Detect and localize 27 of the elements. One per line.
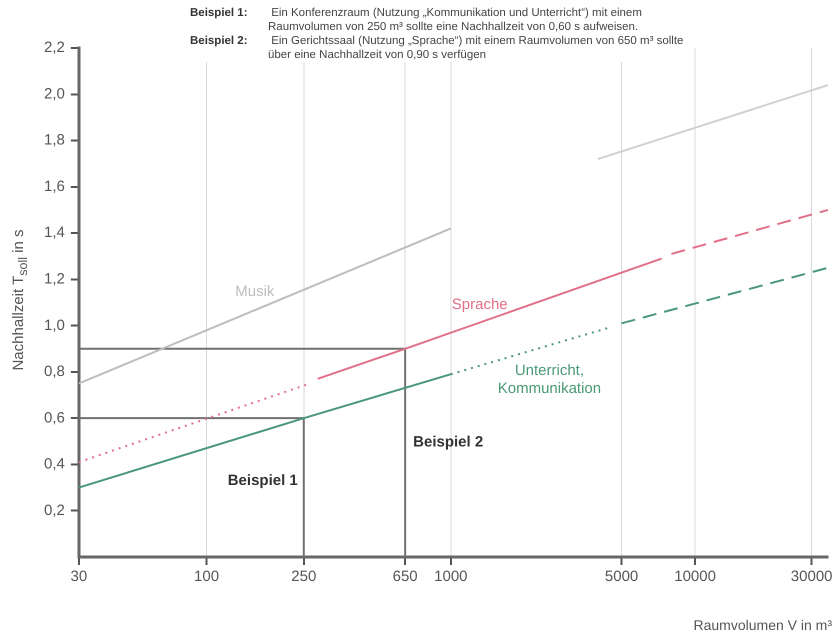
y-tick-label: 0,6 (44, 409, 65, 426)
y-tick-label: 1,4 (44, 224, 65, 242)
y-tick-label: 2,2 (44, 39, 65, 56)
y-tick-label: 0,4 (44, 456, 65, 473)
y-tick-label: 1,2 (44, 270, 65, 288)
text: Beispiel 1: Ein Konferenzraum (Nutzung „Kommunikation und Unterricht“) mit einem Raumvolumen von 250 m³ sollte eine Nachhallzeit von 0,60 s aufweisen. (190, 7, 642, 33)
y-tick-label: 1,0 (44, 316, 65, 334)
series-label: Unterricht, Kommunikation (498, 362, 602, 398)
text: Beispiel 2: Ein Gerichtssaal (Nutzung „Sprache“) mit einem Raumvolumen von 650 m³ sollte über eine Nachhallzeit von 0,90 s verfügen (190, 35, 684, 61)
x-tick-label: 1000 (434, 568, 468, 586)
series-label: Beispiel 1 (228, 472, 298, 489)
x-tick-label: 250 (291, 568, 316, 586)
y-tick-label: 1,8 (44, 132, 65, 149)
x-tick-label: 650 (392, 568, 418, 586)
y-tick-label: 0,2 (44, 502, 65, 519)
series-label: Sprache (452, 296, 508, 313)
x-tick-label: 10000 (674, 568, 716, 586)
x-tick-label: 5000 (604, 568, 638, 586)
series-label: Musik (235, 283, 275, 300)
y-tick-label: 2,0 (44, 85, 65, 102)
x-axis-title: Raumvolumen V in m³ (694, 617, 832, 633)
x-tick-label: 30000 (790, 568, 833, 586)
y-tick-label: 0,8 (44, 363, 65, 380)
y-tick-label: 1,6 (44, 178, 65, 195)
x-tick-label: 100 (194, 568, 220, 586)
series-label: Beispiel 2 (413, 434, 484, 451)
x-tick-label: 30 (70, 568, 88, 586)
